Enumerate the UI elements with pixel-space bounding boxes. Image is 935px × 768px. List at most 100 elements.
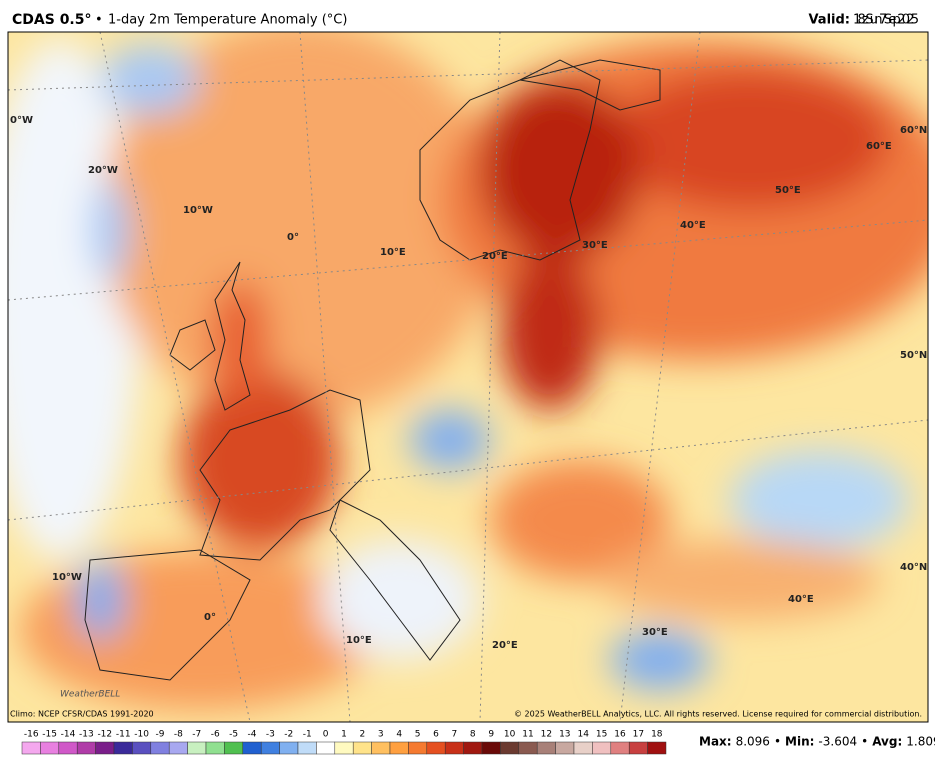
grid-label: 20°E (482, 251, 508, 262)
colorbar-swatch (426, 741, 446, 755)
colorbar-swatch (132, 741, 152, 755)
colorbar-label: 7 (452, 730, 458, 740)
colorbar-swatch (76, 741, 96, 755)
colorbar-swatch (408, 741, 428, 755)
colorbar-swatch (21, 741, 41, 755)
colorbar-swatch (555, 741, 575, 755)
valid-time: 18z Sun 7 Sep 2025 (853, 13, 919, 28)
colorbar-swatch (371, 741, 391, 755)
map-frame (7, 31, 929, 723)
colorbar-label: 2 (360, 730, 366, 740)
grid-label: 10°E (346, 635, 372, 646)
model-name: CDAS 0.5° (12, 12, 92, 28)
colorbar-swatch (610, 741, 630, 755)
colorbar-label: -3 (266, 730, 275, 740)
stat-text: 8.096 (736, 735, 770, 749)
colorbar-swatch (592, 741, 612, 755)
colorbar-swatch (500, 741, 520, 755)
colorbar-swatch (187, 741, 207, 755)
stat-text: • (861, 735, 868, 749)
grid-label: 10°W (183, 205, 213, 216)
colorbar-swatch (297, 741, 317, 755)
colorbar-label: 0 (323, 730, 329, 740)
colorbar-swatch (481, 741, 501, 755)
colorbar-swatch (58, 741, 78, 755)
colorbar-label: 8 (470, 730, 476, 740)
climo-note: Climo: NCEP CFSR/CDAS 1991-2020 (10, 710, 154, 719)
grid-label: 60°E (866, 141, 892, 152)
colorbar-label: -4 (248, 730, 257, 740)
product-title: 1-day 2m Temperature Anomaly (°C) (108, 13, 347, 28)
stat-text: Min: (785, 735, 814, 749)
colorbar-swatch (279, 741, 299, 755)
colorbar-swatch (536, 741, 556, 755)
colorbar-label: -16 (24, 730, 39, 740)
colorbar-label: -8 (174, 730, 183, 740)
colorbar-swatch (113, 741, 133, 755)
grid-label: 20°E (492, 640, 518, 651)
grid-label: 30°E (582, 240, 608, 251)
colorbar-label: 5 (415, 730, 421, 740)
colorbar-label: -14 (61, 730, 76, 740)
colorbar-label: 16 (614, 730, 626, 740)
colorbar-swatch (628, 741, 648, 755)
grid-label: 30°E (642, 627, 668, 638)
stat-text: Avg: (872, 735, 902, 749)
colorbar-swatch (168, 741, 188, 755)
colorbar-label: -1 (303, 730, 312, 740)
colorbar-swatch (205, 741, 225, 755)
separator: • (95, 13, 103, 28)
colorbar-label: -6 (211, 730, 220, 740)
colorbar-label: 9 (488, 730, 494, 740)
colorbar-swatch (463, 741, 483, 755)
grid-label: 40°N (900, 562, 927, 573)
colorbar-label: -11 (116, 730, 131, 740)
grid-label: 40°E (680, 220, 706, 231)
colorbar-label: -13 (79, 730, 94, 740)
grid-label: 10°W (52, 572, 82, 583)
stat-text: Max: (699, 735, 732, 749)
colorbar-swatch (260, 741, 280, 755)
brand-logo: WeatherBELL (60, 690, 120, 700)
colorbar-swatch (647, 741, 667, 755)
colorbar-swatch (95, 741, 115, 755)
grid-label: 50°N (900, 350, 927, 361)
grid-label: 40°E (788, 594, 814, 605)
colorbar-swatch (316, 741, 336, 755)
colorbar-label: 17 (633, 730, 644, 740)
grid-label: 20°W (88, 165, 118, 176)
colorbar-label: -7 (192, 730, 201, 740)
grid-label: 0° (204, 612, 216, 623)
colorbar-label: 12 (541, 730, 552, 740)
grid-label: 60°N (900, 125, 927, 136)
colorbar-swatch (389, 741, 409, 755)
colorbar-label: 15 (596, 730, 607, 740)
colorbar-swatch (224, 741, 244, 755)
coastlines (84, 59, 661, 681)
stat-text: 1.809 (906, 735, 935, 749)
grid-label: 0°W (10, 115, 33, 126)
colorbar-label: 4 (396, 730, 402, 740)
colorbar-swatch (150, 741, 170, 755)
colorbar-label: -9 (156, 730, 165, 740)
colorbar-label: 10 (504, 730, 516, 740)
colorbar-label: 1 (341, 730, 347, 740)
graticule (8, 32, 928, 722)
colorbar-label: -10 (134, 730, 149, 740)
colorbar-label: 13 (559, 730, 570, 740)
colorbar-label: -12 (97, 730, 112, 740)
anomaly-field (8, 32, 928, 722)
colorbar-label: -5 (229, 730, 238, 740)
colorbar-label: 6 (433, 730, 439, 740)
colorbar-label: 11 (522, 730, 533, 740)
stat-text: -3.604 (818, 735, 857, 749)
grid-label: 0° (287, 232, 299, 243)
colorbar-label: -15 (42, 730, 57, 740)
colorbar-swatch (352, 741, 372, 755)
colorbar-label: -2 (284, 730, 293, 740)
grid-label: 10°E (380, 247, 406, 258)
colorbar-label: 18 (651, 730, 663, 740)
colorbar-label: 14 (577, 730, 589, 740)
